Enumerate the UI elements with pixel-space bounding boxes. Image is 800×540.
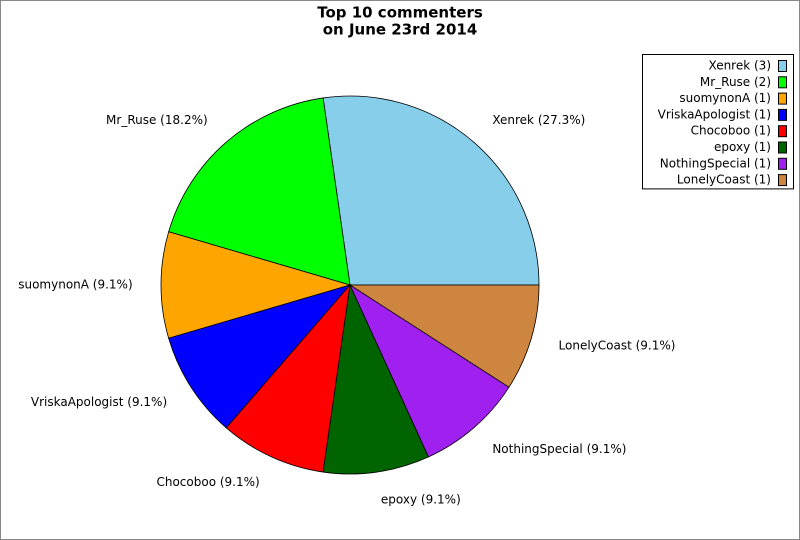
legend-label: Chocoboo (1) xyxy=(691,124,771,138)
pie-slice xyxy=(348,284,540,388)
legend-swatch xyxy=(778,60,787,72)
slice-label: NothingSpecial (9.1%) xyxy=(492,442,626,456)
legend-swatch xyxy=(778,76,787,89)
legend-label: LonelyCoast (1) xyxy=(677,173,771,187)
legend-swatch xyxy=(778,141,787,154)
legend-label: Xenrek (3) xyxy=(709,59,771,73)
legend-swatch xyxy=(778,125,787,138)
slice-label: epoxy (9.1%) xyxy=(381,493,461,507)
legend-swatch xyxy=(778,174,787,187)
slice-label: Mr_Ruse (18.2%) xyxy=(106,113,208,127)
legend-swatch xyxy=(778,108,787,121)
pie-slice xyxy=(168,284,352,429)
slice-label: Chocoboo (9.1%) xyxy=(156,475,259,489)
pie-slice xyxy=(322,283,430,475)
legend-swatch xyxy=(778,92,787,105)
legend-label: VriskaApologist (1) xyxy=(658,107,771,121)
pie-slice xyxy=(168,97,351,286)
pie-slice xyxy=(225,283,351,473)
chart-title: Top 10 commenters xyxy=(317,4,483,22)
legend-label: suomynonA (1) xyxy=(679,91,771,105)
slice-label: Xenrek (27.3%) xyxy=(492,113,585,127)
pie-slice xyxy=(322,95,540,286)
slice-label: suomynonA (9.1%) xyxy=(18,278,132,292)
legend-box xyxy=(642,54,794,190)
pie-slice xyxy=(349,283,510,458)
legend-label: epoxy (1) xyxy=(714,140,771,154)
slice-label: VriskaApologist (9.1%) xyxy=(31,395,167,409)
slice-label: LonelyCoast (9.1%) xyxy=(559,339,676,353)
legend-label: Mr_Ruse (2) xyxy=(700,75,771,89)
legend-swatch xyxy=(778,157,787,170)
pie-slice xyxy=(160,231,352,339)
legend-label: NothingSpecial (1) xyxy=(660,156,771,170)
chart-title: on June 23rd 2014 xyxy=(323,21,478,39)
